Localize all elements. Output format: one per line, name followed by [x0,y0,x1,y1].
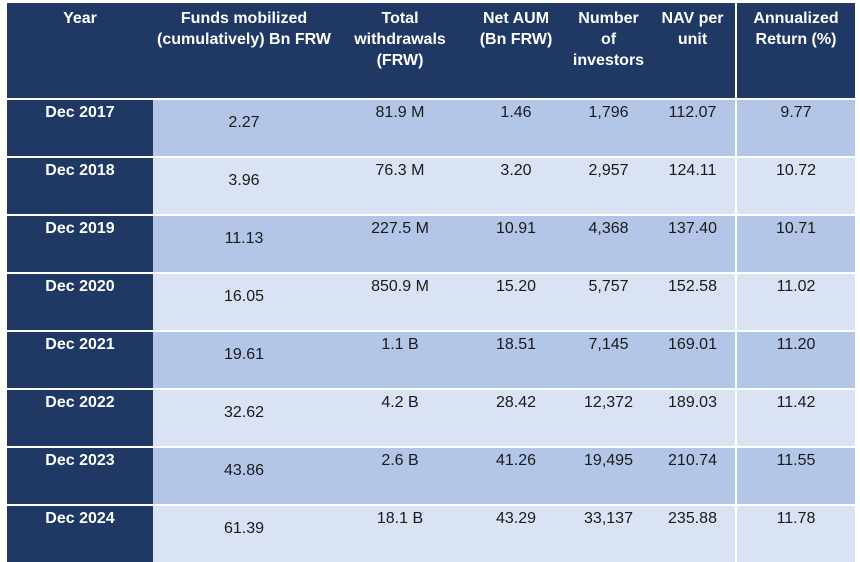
column-header: NAV per unit [650,3,736,99]
table-row: Dec 2022 32.62 4.2 B 28.42 12,372 189.03 11.42 [7,388,855,447]
table-cell: 15.20 [465,272,567,331]
table-cell: 11.78 [735,504,855,562]
table-cell: 10.72 [735,156,855,215]
table-cell: 4,368 [567,214,650,273]
table-cell: 4.2 B [335,388,465,447]
table-cell: 227.5 M [335,214,465,273]
table-cell: 41.26 [465,446,567,505]
table-cell: 152.58 [650,272,736,331]
row-label: Dec 2023 [7,446,153,505]
table-cell: 12,372 [567,388,650,447]
column-header: Funds mobilized (cumulatively) Bn FRW [153,3,335,99]
table-cell: 19.61 [153,330,335,389]
table-body: Dec 2017 2.27 81.9 M 1.46 1,796 112.07 9.77 Dec… [7,98,855,562]
table-cell: 76.3 M [335,156,465,215]
table-cell: 32.62 [153,388,335,447]
table-cell: 43.29 [465,504,567,562]
table-row: Dec 2017 2.27 81.9 M 1.46 1,796 112.07 9.77 [7,98,855,157]
table-cell: 124.11 [650,156,736,215]
row-label: Dec 2019 [7,214,153,273]
column-header: Annualized Return (%) [735,3,855,99]
table-cell: 3.96 [153,156,335,215]
table-cell: 11.42 [735,388,855,447]
table-row: Dec 2024 61.39 18.1 B 43.29 33,137 235.88 11.7… [7,504,855,562]
column-header: Year [7,3,153,99]
table-row: Dec 2021 19.61 1.1 B 18.51 7,145 169.01 11.20 [7,330,855,389]
table-cell: 18.51 [465,330,567,389]
row-label: Dec 2018 [7,156,153,215]
table-cell: 2.6 B [335,446,465,505]
table-cell: 210.74 [650,446,736,505]
row-label: Dec 2020 [7,272,153,331]
table-cell: 7,145 [567,330,650,389]
table-header: Year Funds mobilized (cumulatively) Bn FR… [7,3,855,99]
table-cell: 18.1 B [335,504,465,562]
table-cell: 137.40 [650,214,736,273]
row-label: Dec 2021 [7,330,153,389]
fund-table: Year Funds mobilized (cumulatively) Bn FR… [7,3,855,562]
table-cell: 28.42 [465,388,567,447]
column-header: Number of investors [567,3,650,99]
table-row: Dec 2023 43.86 2.6 B 41.26 19,495 210.74 11.55 [7,446,855,505]
table-cell: 9.77 [735,98,855,157]
table-cell: 11.02 [735,272,855,331]
table-cell: 1,796 [567,98,650,157]
row-label: Dec 2022 [7,388,153,447]
table-cell: 1.1 B [335,330,465,389]
column-header: Net AUM (Bn FRW) [465,3,567,99]
row-label: Dec 2017 [7,98,153,157]
page: {"table": { "headers": ["Year", "Funds m… [7,3,855,562]
table-container: Year Funds mobilized (cumulatively) Bn FR… [7,3,855,562]
table-cell: 235.88 [650,504,736,562]
table-row: Dec 2018 3.96 76.3 M 3.20 2,957 124.11 10.72 [7,156,855,215]
header-row: Year Funds mobilized (cumulatively) Bn FR… [7,3,855,99]
table-cell: 1.46 [465,98,567,157]
column-header: Total withdrawals (FRW) [335,3,465,99]
table-cell: 11.20 [735,330,855,389]
table-cell: 189.03 [650,388,736,447]
table-cell: 19,495 [567,446,650,505]
table-cell: 2.27 [153,98,335,157]
table-cell: 16.05 [153,272,335,331]
table-cell: 112.07 [650,98,736,157]
table-cell: 5,757 [567,272,650,331]
table-row: Dec 2019 11.13 227.5 M 10.91 4,368 137.40 10.7… [7,214,855,273]
table-cell: 10.91 [465,214,567,273]
table-cell: 43.86 [153,446,335,505]
table-cell: 61.39 [153,504,335,562]
table-cell: 81.9 M [335,98,465,157]
table-cell: 2,957 [567,156,650,215]
table-cell: 3.20 [465,156,567,215]
table-cell: 11.55 [735,446,855,505]
table-cell: 850.9 M [335,272,465,331]
table-row: Dec 2020 16.05 850.9 M 15.20 5,757 152.58 11.0… [7,272,855,331]
table-cell: 169.01 [650,330,736,389]
table-cell: 11.13 [153,214,335,273]
row-label: Dec 2024 [7,504,153,562]
table-cell: 33,137 [567,504,650,562]
table-cell: 10.71 [735,214,855,273]
